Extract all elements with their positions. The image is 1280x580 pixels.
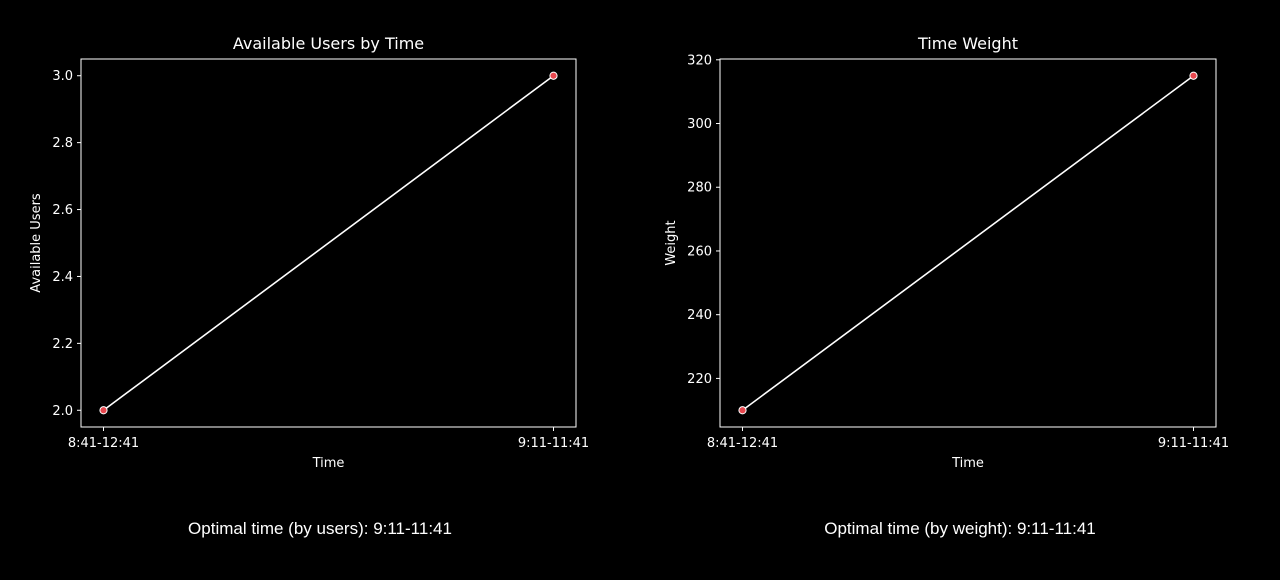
y-tick-label: 240 [687, 308, 712, 323]
data-point [549, 71, 558, 80]
chart-2: Time Weight 220 240 260 280 300 320 8:41-12:41 9… [664, 34, 1229, 471]
y-tick-label: 2.0 [52, 404, 73, 419]
x-axis-label: Time [312, 456, 345, 471]
y-tick-label: 2.4 [52, 270, 73, 285]
series-line [103, 75, 554, 411]
y-axis-label: Weight [664, 220, 679, 265]
y-axis-label: Available Users [29, 193, 44, 293]
y-tick-label: 260 [687, 244, 712, 259]
plot-frame [719, 58, 1217, 428]
y-tick-label: 2.6 [52, 203, 73, 218]
x-tick-label: 8:41-12:41 [68, 436, 139, 451]
y-tick-label: 220 [687, 372, 712, 387]
optimal-time-weight-caption: Optimal time (by weight): 9:11-11:41 [824, 519, 1096, 538]
y-tick-label: 300 [687, 117, 712, 132]
x-tick-label: 9:11-11:41 [518, 436, 589, 451]
y-tick-label: 3.0 [52, 69, 73, 84]
data-point [738, 406, 747, 415]
data-point [1189, 71, 1198, 80]
y-tick-label: 2.8 [52, 136, 73, 151]
y-tick-label: 2.2 [52, 337, 73, 352]
x-tick-label: 9:11-11:41 [1158, 436, 1229, 451]
y-tick-label: 320 [687, 53, 712, 68]
optimal-time-users-caption: Optimal time (by users): 9:11-11:41 [188, 519, 452, 538]
data-point [99, 406, 108, 415]
chart-title: Time Weight [917, 34, 1018, 53]
chart-title: Available Users by Time [233, 34, 424, 53]
y-tick-label: 280 [687, 181, 712, 196]
x-axis-label: Time [951, 456, 984, 471]
chart-1: Available Users by Time 2.0 2.2 2.4 2.6 2.8 3.… [29, 34, 589, 471]
plot-frame [80, 58, 577, 428]
x-tick-label: 8:41-12:41 [707, 436, 778, 451]
series-line [742, 75, 1194, 411]
